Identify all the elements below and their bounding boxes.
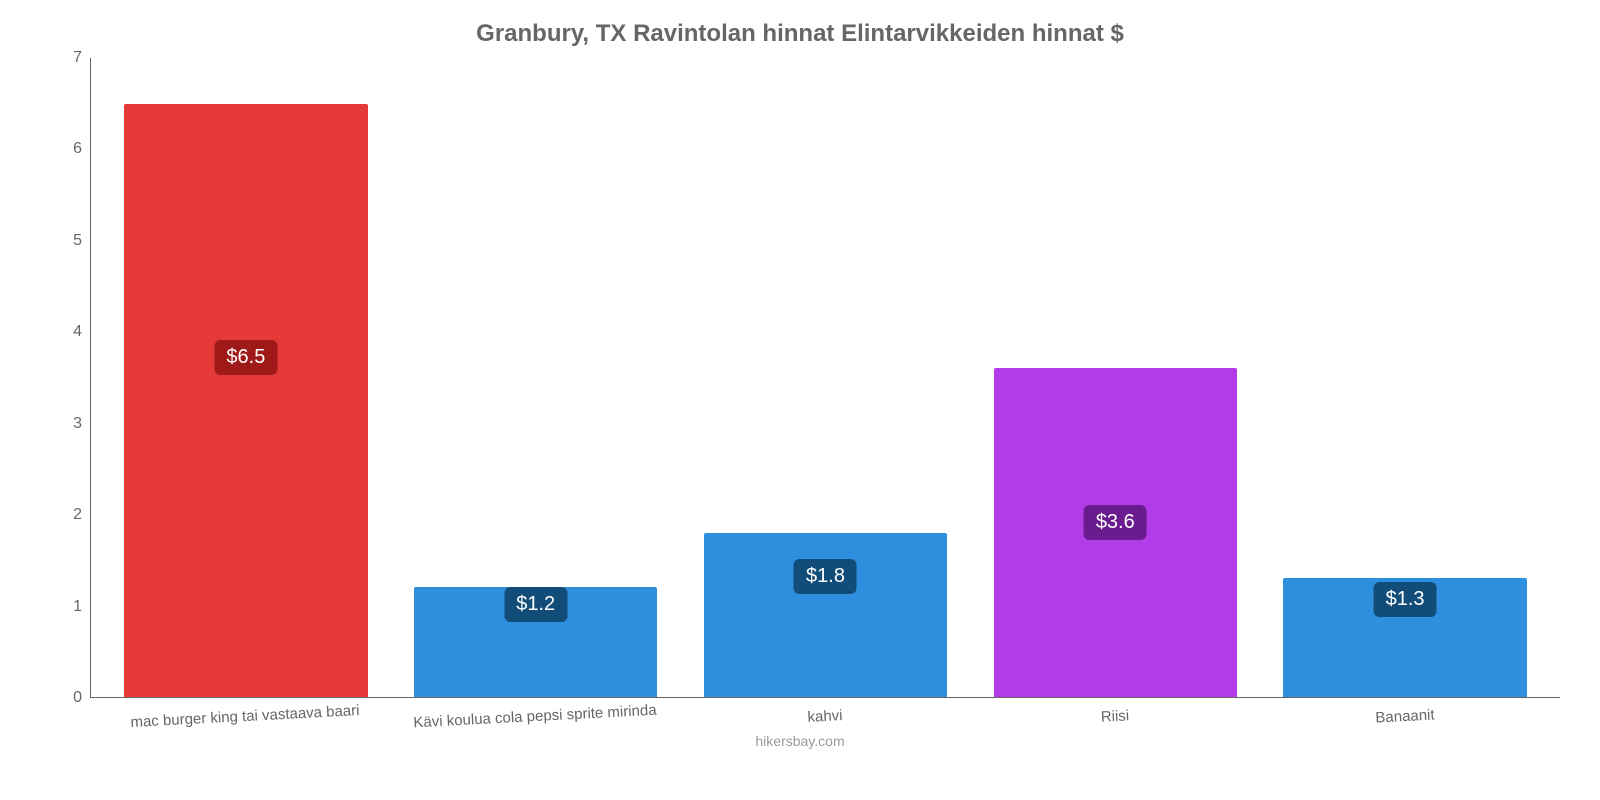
x-axis-label: kahvi bbox=[680, 700, 970, 732]
bar: $1.2 bbox=[414, 587, 657, 697]
chart-title: Granbury, TX Ravintolan hinnat Elintarvi… bbox=[40, 20, 1560, 48]
y-tick-label: 3 bbox=[73, 415, 82, 433]
bar-slot: $1.2 bbox=[391, 58, 681, 697]
x-axis-label: Banaanit bbox=[1260, 700, 1550, 732]
y-tick-label: 5 bbox=[73, 232, 82, 250]
plot-area: 01234567 $6.5$1.2$1.8$3.6$1.3 bbox=[40, 58, 1560, 698]
value-badge: $6.5 bbox=[214, 340, 277, 375]
x-axis-label: Kävi koulua cola pepsi sprite mirinda bbox=[390, 700, 680, 732]
value-badge: $1.2 bbox=[504, 587, 567, 622]
bar-slot: $6.5 bbox=[101, 58, 391, 697]
credit-text: hikersbay.com bbox=[40, 733, 1560, 749]
y-tick-label: 7 bbox=[73, 49, 82, 67]
x-axis-label: Riisi bbox=[970, 700, 1260, 732]
bar-slot: $1.3 bbox=[1260, 58, 1550, 697]
x-axis-label: mac burger king tai vastaava baari bbox=[100, 700, 390, 732]
bars-container: $6.5 $1.2 $1.8 $3.6 $1.3 bbox=[91, 58, 1560, 697]
x-axis-labels: mac burger king tai vastaava baariKävi k… bbox=[90, 708, 1560, 725]
bar: $3.6 bbox=[994, 368, 1237, 697]
value-badge: $1.8 bbox=[794, 559, 857, 594]
y-tick-label: 0 bbox=[73, 689, 82, 707]
bar: $1.3 bbox=[1283, 578, 1526, 697]
y-tick-label: 6 bbox=[73, 140, 82, 158]
plot: $6.5 $1.2 $1.8 $3.6 $1.3 bbox=[90, 58, 1560, 698]
bar-slot: $3.6 bbox=[970, 58, 1260, 697]
y-tick-label: 2 bbox=[73, 506, 82, 524]
value-badge: $1.3 bbox=[1374, 582, 1437, 617]
price-bar-chart: Granbury, TX Ravintolan hinnat Elintarvi… bbox=[0, 0, 1600, 800]
y-axis: 01234567 bbox=[40, 58, 90, 698]
bar-slot: $1.8 bbox=[681, 58, 971, 697]
y-tick-label: 1 bbox=[73, 598, 82, 616]
bar: $1.8 bbox=[704, 533, 947, 697]
y-tick-label: 4 bbox=[73, 323, 82, 341]
bar: $6.5 bbox=[124, 104, 367, 697]
value-badge: $3.6 bbox=[1084, 505, 1147, 540]
